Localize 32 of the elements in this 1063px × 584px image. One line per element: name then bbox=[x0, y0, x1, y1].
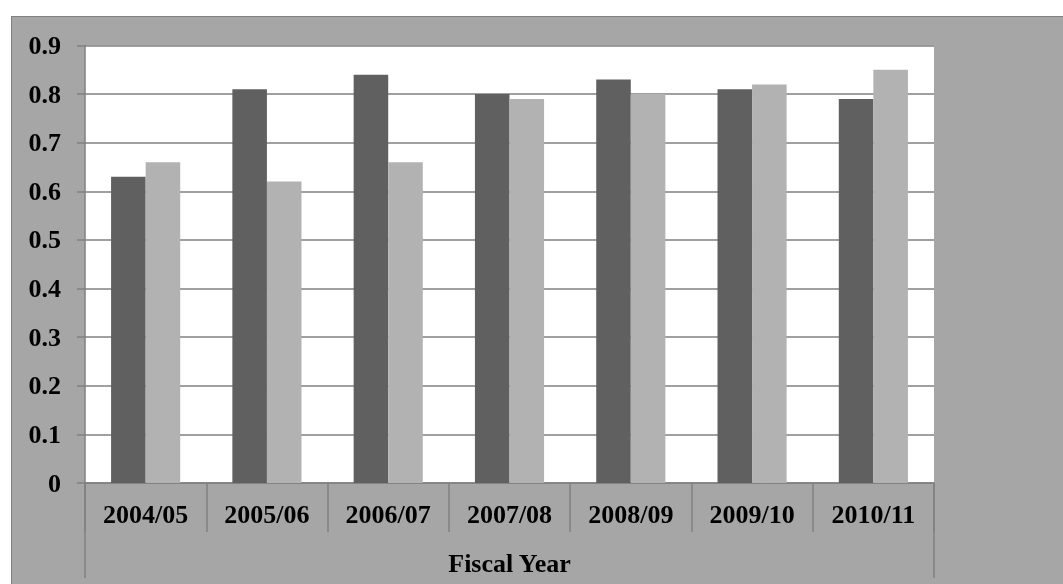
bar bbox=[266, 181, 302, 483]
bar bbox=[509, 98, 545, 483]
bar bbox=[752, 84, 787, 483]
x-tick-label: 2009/10 bbox=[709, 499, 795, 529]
y-tick-label: 0.5 bbox=[28, 225, 61, 255]
bar bbox=[388, 162, 423, 483]
bar bbox=[596, 79, 631, 483]
y-tick-label: 0.6 bbox=[28, 176, 61, 206]
bar bbox=[838, 98, 874, 483]
y-tick-label: 0.1 bbox=[28, 419, 61, 449]
y-tick-label: 0.8 bbox=[28, 79, 61, 109]
x-tick-label: 2010/11 bbox=[831, 499, 916, 529]
bar bbox=[630, 94, 666, 483]
x-tick-label: 2007/08 bbox=[466, 499, 553, 529]
y-tick-label: 0.3 bbox=[28, 322, 61, 352]
x-tick-label: 2006/07 bbox=[345, 499, 431, 529]
bar bbox=[474, 94, 510, 483]
x-tick-label: 2008/09 bbox=[588, 499, 674, 529]
bar bbox=[145, 162, 181, 483]
y-tick-label: 0.7 bbox=[28, 128, 61, 158]
y-tick-label: 0.2 bbox=[28, 371, 61, 401]
bar bbox=[873, 69, 908, 483]
bar bbox=[111, 176, 146, 483]
bar bbox=[353, 74, 389, 483]
y-tick-label: 0 bbox=[48, 468, 61, 498]
y-tick-label: 0.4 bbox=[28, 274, 61, 304]
y-tick-label: 0.9 bbox=[28, 31, 61, 60]
x-tick-label: 2005/06 bbox=[224, 499, 310, 529]
bar bbox=[717, 89, 753, 483]
x-tick-label: 2004/05 bbox=[103, 499, 189, 529]
x-axis-title: Fiscal Year bbox=[448, 548, 571, 578]
bar bbox=[232, 89, 267, 483]
